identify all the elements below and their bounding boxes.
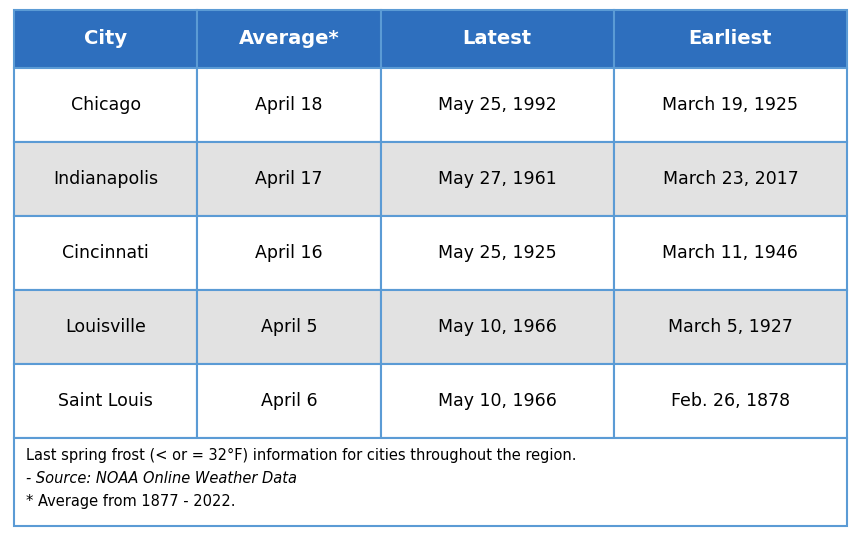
Text: May 10, 1966: May 10, 1966	[437, 318, 556, 336]
Bar	[614, 364, 847, 438]
Text: Cincinnati: Cincinnati	[62, 244, 149, 262]
Text: Latest: Latest	[462, 30, 532, 48]
Text: City: City	[84, 30, 127, 48]
Text: March 23, 2017: March 23, 2017	[662, 170, 798, 188]
Bar	[614, 68, 847, 142]
Text: May 27, 1961: May 27, 1961	[437, 170, 556, 188]
Text: Average*: Average*	[238, 30, 339, 48]
Bar	[197, 364, 381, 438]
Text: Chicago: Chicago	[71, 96, 140, 114]
Text: March 11, 1946: March 11, 1946	[662, 244, 798, 262]
Bar	[197, 10, 381, 68]
Bar	[381, 68, 614, 142]
Text: Earliest: Earliest	[689, 30, 772, 48]
Bar	[14, 10, 197, 68]
Text: April 5: April 5	[261, 318, 317, 336]
Bar	[381, 216, 614, 290]
Text: Louisville: Louisville	[65, 318, 146, 336]
Bar	[614, 10, 847, 68]
Bar	[197, 142, 381, 216]
Bar	[381, 10, 614, 68]
Bar	[381, 290, 614, 364]
Bar	[614, 216, 847, 290]
Bar	[381, 364, 614, 438]
Text: * Average from 1877 - 2022.: * Average from 1877 - 2022.	[26, 494, 236, 509]
Text: Saint Louis: Saint Louis	[59, 392, 153, 410]
Bar	[197, 290, 381, 364]
Bar	[381, 142, 614, 216]
Text: March 5, 1927: March 5, 1927	[668, 318, 793, 336]
Text: May 25, 1925: May 25, 1925	[438, 244, 556, 262]
Bar	[14, 216, 197, 290]
Text: March 19, 1925: March 19, 1925	[662, 96, 798, 114]
Text: April 6: April 6	[261, 392, 317, 410]
Bar	[197, 216, 381, 290]
Bar	[14, 68, 197, 142]
Text: - Source: NOAA Online Weather Data: - Source: NOAA Online Weather Data	[26, 471, 297, 486]
Text: April 17: April 17	[255, 170, 323, 188]
Bar	[14, 364, 197, 438]
Bar	[14, 438, 847, 526]
Bar	[197, 68, 381, 142]
Text: Last spring frost (< or = 32°F) information for cities throughout the region.: Last spring frost (< or = 32°F) informat…	[26, 448, 577, 463]
Text: May 25, 1992: May 25, 1992	[437, 96, 556, 114]
Text: Indianapolis: Indianapolis	[53, 170, 158, 188]
Text: April 18: April 18	[255, 96, 323, 114]
Bar	[14, 142, 197, 216]
Text: May 10, 1966: May 10, 1966	[437, 392, 556, 410]
Bar	[14, 290, 197, 364]
Text: April 16: April 16	[255, 244, 323, 262]
Bar	[614, 142, 847, 216]
Text: Feb. 26, 1878: Feb. 26, 1878	[671, 392, 790, 410]
Bar	[614, 290, 847, 364]
